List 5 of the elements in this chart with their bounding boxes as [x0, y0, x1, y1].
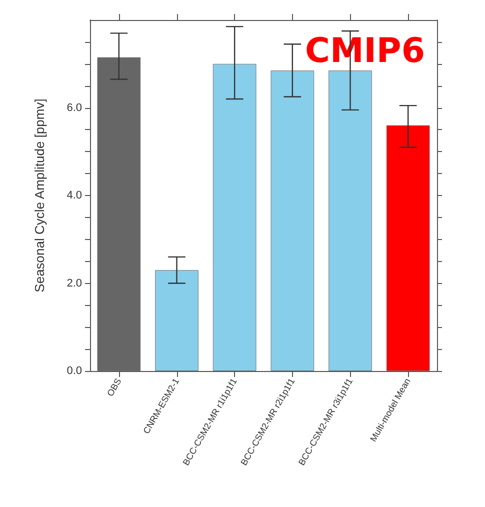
- y-tick-label: 2.0: [66, 277, 82, 290]
- y-tick-label: 6.0: [66, 102, 82, 114]
- y-tick-label: 4.0: [66, 190, 82, 202]
- y-tick-label: 0.0: [66, 365, 82, 377]
- y-axis-title: Seasonal Cycle Amplitude [ppmv]: [32, 98, 47, 292]
